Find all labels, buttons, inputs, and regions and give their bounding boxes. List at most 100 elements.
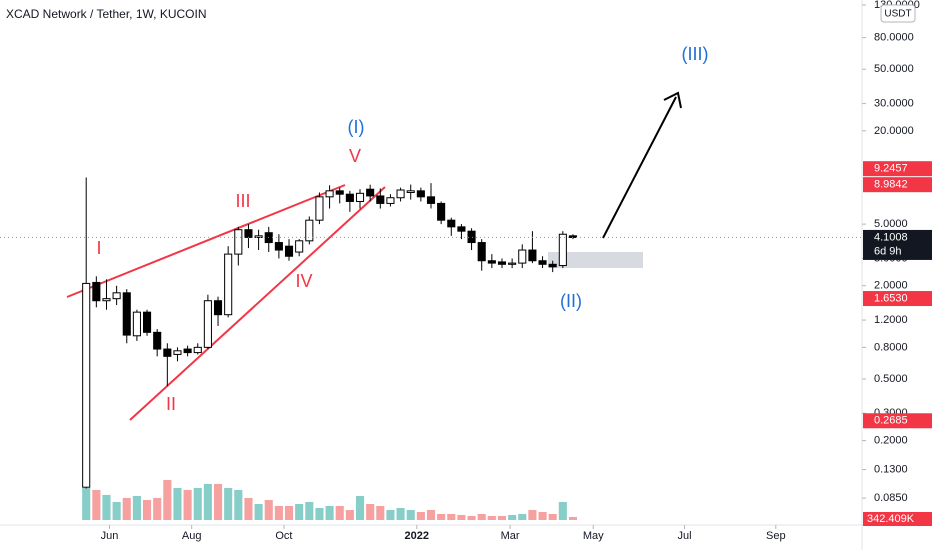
candle-body (355, 192, 365, 202)
candles-layer (82, 177, 578, 489)
volume-bar (528, 509, 537, 520)
candle-body (386, 197, 395, 204)
candle-body (163, 348, 172, 357)
volume-bar (305, 501, 314, 520)
volume-bar (173, 487, 182, 520)
volume-bar (548, 513, 557, 520)
price-axis (862, 0, 932, 525)
candle-body (376, 195, 385, 204)
volume-bar (295, 503, 304, 520)
volume-bar (163, 479, 172, 520)
volume-bar (102, 494, 111, 520)
arrow-head (663, 91, 682, 109)
axis-layer: 130.000080.000050.000030.000020.00005.00… (101, 0, 920, 542)
volume-bar (568, 516, 578, 520)
volume-layer (82, 479, 578, 520)
wave-label: II (166, 394, 176, 414)
wave-label: V (349, 146, 361, 166)
y-tick-label: 80.0000 (874, 32, 914, 44)
candle-body (234, 229, 243, 255)
candle-body (173, 350, 182, 355)
volume-bar (396, 507, 405, 520)
candle-body (183, 348, 192, 354)
x-tick-label: Jul (677, 530, 691, 542)
candle-body (325, 190, 334, 198)
volume-bar (142, 499, 152, 520)
wave-label: IV (295, 271, 312, 291)
price-tag (863, 161, 932, 177)
candle-body (528, 249, 537, 262)
volume-bar (193, 487, 202, 520)
y-tick-label: 0.2000 (874, 434, 908, 446)
wave-label: (III) (682, 44, 709, 64)
y-tick-label: 30.0000 (874, 98, 914, 110)
x-tick-label: Oct (275, 530, 292, 542)
candle-body (224, 253, 233, 316)
volume-bar (315, 507, 324, 520)
arrow-line (602, 96, 677, 239)
candle-body (122, 292, 131, 336)
candle-body (406, 190, 415, 193)
volume-bar (92, 489, 101, 520)
volume-bar (426, 509, 436, 520)
x-tick-label: Mar (501, 530, 520, 542)
candle-body (518, 249, 527, 264)
volume-bar (538, 511, 547, 520)
volume-bar (183, 489, 192, 520)
volume-bar (386, 509, 395, 520)
price-tag (863, 177, 932, 193)
volume-bar (467, 515, 476, 520)
volume-bar (82, 487, 91, 520)
candle-body (295, 240, 304, 253)
volume-bar (153, 497, 162, 520)
volume-tag (863, 512, 932, 526)
candle-body (193, 346, 202, 354)
volume-bar (376, 505, 385, 520)
currency-label[interactable]: USDT (884, 9, 911, 20)
y-tick-label: 2.0000 (874, 280, 908, 292)
candle-body (92, 281, 101, 302)
target-zone (548, 252, 643, 268)
volume-bar (477, 513, 486, 520)
candle-body (538, 260, 547, 265)
x-tick-label: May (583, 530, 604, 542)
volume-bar (122, 497, 131, 520)
candle-body (142, 311, 152, 333)
volume-bar (437, 513, 446, 520)
volume-bar (366, 503, 375, 520)
wave-label: III (235, 191, 250, 211)
candle-body (254, 235, 263, 238)
volume-bar (406, 509, 415, 520)
volume-bar (213, 483, 223, 520)
volume-bar (335, 505, 344, 520)
x-tick-label: 2022 (405, 530, 429, 542)
y-tick-label: 50.0000 (874, 63, 914, 75)
price-tag-label: 8.9842 (874, 179, 908, 191)
price-tag (863, 413, 932, 429)
tags-layer: 9.2457 8.9842 4.1008 6d 9h 1.6530 0.2685 342.4… (0, 161, 932, 526)
volume-bar (112, 501, 121, 520)
chart-title: XCAD Network / Tether, 1W, KUCOIN (6, 7, 207, 21)
candle-body (102, 298, 111, 302)
volume-bar (132, 495, 141, 520)
volume-bar (284, 505, 294, 520)
candle-body (416, 190, 425, 198)
candle-body (447, 219, 456, 228)
candle-body (467, 230, 476, 244)
candle-body (457, 226, 466, 232)
candle-body (274, 242, 283, 251)
y-tick-label: 0.0850 (874, 492, 908, 504)
candle-body (82, 282, 91, 488)
candle-body (315, 196, 324, 221)
volume-bar (497, 515, 507, 520)
currency-button[interactable] (880, 4, 916, 23)
volume-bar (416, 511, 425, 520)
candle-body (437, 202, 446, 221)
x-tick-label: Aug (182, 530, 202, 542)
volume-bar (234, 489, 243, 520)
x-tick-label: Sep (766, 530, 786, 542)
candle-body (244, 229, 253, 238)
